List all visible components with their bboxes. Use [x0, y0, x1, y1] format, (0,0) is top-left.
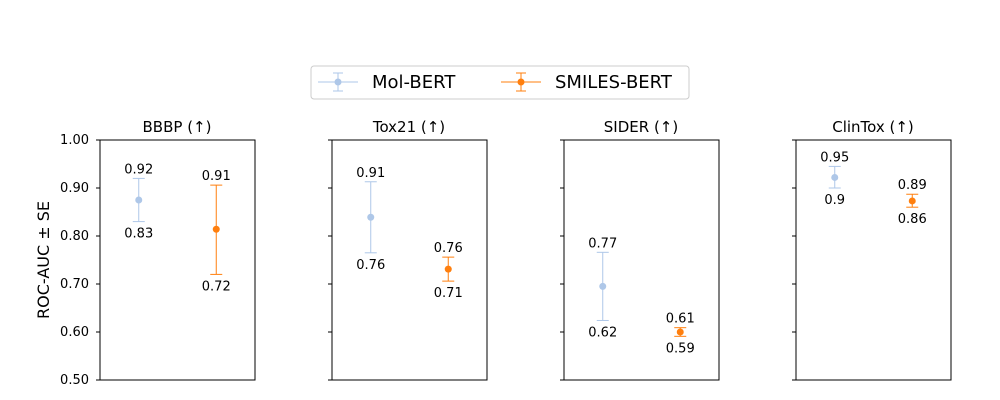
lower-value-label: 0.86 [898, 212, 927, 227]
mean-marker [135, 196, 143, 204]
panel-title-clintox: ClinTox (↑) [832, 118, 914, 136]
legend-marker-dot [334, 78, 342, 86]
lower-value-label: 0.62 [588, 325, 617, 340]
upper-value-label: 0.91 [356, 166, 385, 181]
upper-value-label: 0.91 [202, 169, 231, 184]
mean-marker [599, 282, 607, 290]
legend-item-smiles-bert: SMILES-BERT [501, 72, 673, 93]
y-tick-label: 1.00 [60, 133, 89, 148]
legend-label-mol-bert: Mol-BERT [372, 72, 456, 93]
y-tick-label: 0.80 [60, 229, 89, 244]
panel-title-bbbp: BBBP (↑) [143, 118, 212, 136]
mean-marker [908, 197, 916, 205]
errorbar-point: 0.89 0.86 [898, 178, 927, 227]
lower-value-label: 0.83 [124, 227, 153, 242]
errorbar-point: 0.91 0.72 [202, 169, 231, 294]
errorbar-point: 0.76 0.71 [434, 241, 463, 301]
legend: Mol-BERT SMILES-BERT [310, 65, 690, 100]
lower-value-label: 0.72 [202, 279, 231, 294]
panel: 0.95 0.9 0.89 0.86 [792, 139, 952, 381]
mean-marker [831, 173, 839, 181]
upper-value-label: 0.89 [898, 178, 927, 193]
errorbar-point: 0.61 0.59 [666, 312, 695, 357]
legend-item-mol-bert: Mol-BERT [318, 72, 456, 93]
panel-frame [795, 139, 952, 381]
y-tick-label: 0.60 [60, 325, 89, 340]
lower-value-label: 0.9 [824, 193, 845, 208]
panel-frame [331, 139, 488, 381]
mean-marker [444, 265, 452, 273]
y-tick-label: 0.70 [60, 277, 89, 292]
mean-marker [367, 213, 375, 221]
panel-title-sider: SIDER (↑) [604, 118, 678, 136]
errorbar-point: 0.77 0.62 [588, 236, 617, 340]
lower-value-label: 0.76 [356, 258, 385, 273]
panel: 0.91 0.76 0.76 0.71 [328, 139, 488, 381]
panel: 0.92 0.83 0.91 0.72 [96, 139, 256, 381]
lower-value-label: 0.71 [434, 286, 463, 301]
y-axis-label: ROC-AUC ± SE [34, 201, 53, 319]
panel-frame [99, 139, 256, 381]
lower-value-label: 0.59 [666, 341, 695, 356]
errorbar-point: 0.95 0.9 [820, 150, 849, 208]
panel-frame [563, 139, 720, 381]
panel: 0.77 0.62 0.61 0.59 [560, 139, 720, 381]
upper-value-label: 0.92 [124, 162, 153, 177]
legend-marker-dot [517, 78, 525, 86]
errorbar-point: 0.91 0.76 [356, 166, 385, 273]
legend-label-smiles-bert: SMILES-BERT [555, 72, 673, 93]
y-tick-labels: 0.50 0.60 0.70 0.80 0.90 1.00 [60, 133, 89, 388]
upper-value-label: 0.95 [820, 150, 849, 165]
upper-value-label: 0.77 [588, 236, 617, 251]
mean-marker [212, 225, 220, 233]
y-tick-label: 0.90 [60, 181, 89, 196]
upper-value-label: 0.61 [666, 312, 695, 327]
panel-title-tox21: Tox21 (↑) [372, 118, 445, 136]
legend-frame [310, 65, 690, 100]
panels: 0.92 0.83 0.91 0.72 0.91 0.76 0.76 0.71 0.77 0.62… [96, 139, 952, 381]
y-tick-label: 0.50 [60, 373, 89, 388]
mean-marker [676, 328, 684, 336]
errorbar-point: 0.92 0.83 [124, 162, 153, 241]
upper-value-label: 0.76 [434, 241, 463, 256]
